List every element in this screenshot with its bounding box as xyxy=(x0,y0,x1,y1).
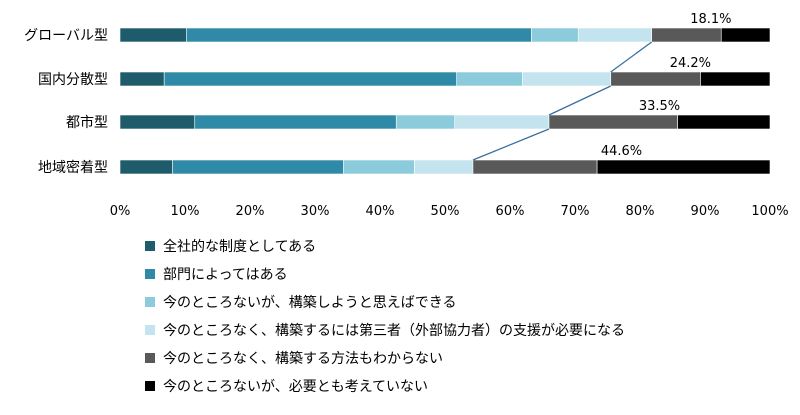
x-tick-label: 30% xyxy=(301,204,330,219)
x-tick-label: 10% xyxy=(171,204,200,219)
bar-segment-2-2 xyxy=(163,71,457,87)
bar-segment-4-3 xyxy=(343,159,415,175)
series-lines-layer xyxy=(472,41,653,161)
bar-segment-1-1 xyxy=(119,27,187,43)
legend-item: 全社的な制度としてある xyxy=(145,232,625,260)
legend-label: 全社的な制度としてある xyxy=(163,239,317,255)
legend-swatch xyxy=(145,297,155,307)
bar-segment-3-6 xyxy=(677,114,771,130)
legend-swatch xyxy=(145,241,155,251)
bar-segment-4-6 xyxy=(596,159,771,175)
legend-label: 今のところないが、必要とも考えていない xyxy=(163,379,429,395)
data-label: 44.6% xyxy=(601,144,642,159)
legend-swatch xyxy=(145,353,155,363)
category-label: 国内分散型 xyxy=(38,72,108,88)
bar-segment-3-2 xyxy=(194,114,397,130)
bar-segment-4-4 xyxy=(414,159,474,175)
category-label: グローバル型 xyxy=(24,28,108,44)
bar-segment-1-6 xyxy=(720,27,771,43)
bar-segment-3-1 xyxy=(119,114,196,130)
legend-item: 部門によってはある xyxy=(145,260,625,288)
series-line-3 xyxy=(472,128,550,161)
bar-segment-4-1 xyxy=(119,159,173,175)
bar-segment-4-5 xyxy=(472,159,598,175)
bar-segment-2-6 xyxy=(700,71,771,87)
legend-item: 今のところなく、構築するには第三者（外部協力者）の支援が必要になる xyxy=(145,316,625,344)
bar-segment-3-4 xyxy=(454,114,550,130)
bar-segment-4-2 xyxy=(172,159,344,175)
bar-segment-1-5 xyxy=(651,27,722,43)
bar-segment-2-3 xyxy=(456,71,523,87)
legend-swatch xyxy=(145,325,155,335)
x-tick-label: 60% xyxy=(496,204,525,219)
x-tick-label: 90% xyxy=(691,204,720,219)
bar-segment-2-4 xyxy=(522,71,612,87)
category-label: 地域密着型 xyxy=(38,159,108,176)
x-tick-label: 40% xyxy=(366,204,395,219)
data-labels: 18.1% 24.2% 33.5% 44.6% xyxy=(601,12,732,159)
data-label: 24.2% xyxy=(670,56,711,71)
legend-label: 今のところなく、構築する方法もわからない xyxy=(163,351,443,367)
bars-layer xyxy=(119,27,771,175)
legend-label: 今のところなく、構築するには第三者（外部協力者）の支援が必要になる xyxy=(163,323,625,339)
category-label: 都市型 xyxy=(66,114,108,131)
x-tick-label: 70% xyxy=(561,204,590,219)
x-tick-label: 0% xyxy=(110,204,131,219)
bar-segment-2-5 xyxy=(610,71,701,87)
legend-swatch xyxy=(145,381,155,391)
x-axis-ticks: 0% 10% 20% 30% 40% 50% 60% 70% 80% 90% 100% xyxy=(110,204,789,219)
legend-label: 今のところないが、構築しようと思えばできる xyxy=(163,295,457,311)
bar-segment-3-3 xyxy=(395,114,456,130)
x-tick-label: 80% xyxy=(626,204,655,219)
data-label: 33.5% xyxy=(639,99,680,114)
legend-item: 今のところないが、必要とも考えていない xyxy=(145,372,625,400)
legend-item: 今のところなく、構築する方法もわからない xyxy=(145,344,625,372)
x-tick-label: 50% xyxy=(431,204,460,219)
legend-label: 部門によってはある xyxy=(163,267,288,283)
bar-segment-2-1 xyxy=(119,71,165,87)
bar-segment-1-2 xyxy=(186,27,532,43)
legend-item: 今のところないが、構築しようと思えばできる xyxy=(145,288,625,316)
bar-segment-3-5 xyxy=(548,114,678,130)
series-line-2 xyxy=(548,85,612,116)
series-line-1 xyxy=(610,41,653,73)
legend: 全社的な制度としてある 部門によってはある今のところないが、構築しようと思えばでき… xyxy=(145,232,625,400)
data-label: 18.1% xyxy=(690,12,731,27)
legend-swatch xyxy=(145,269,155,279)
bar-segment-1-4 xyxy=(577,27,652,43)
x-tick-label: 100% xyxy=(751,204,788,219)
bar-segment-1-3 xyxy=(531,27,579,43)
x-tick-label: 20% xyxy=(236,204,265,219)
